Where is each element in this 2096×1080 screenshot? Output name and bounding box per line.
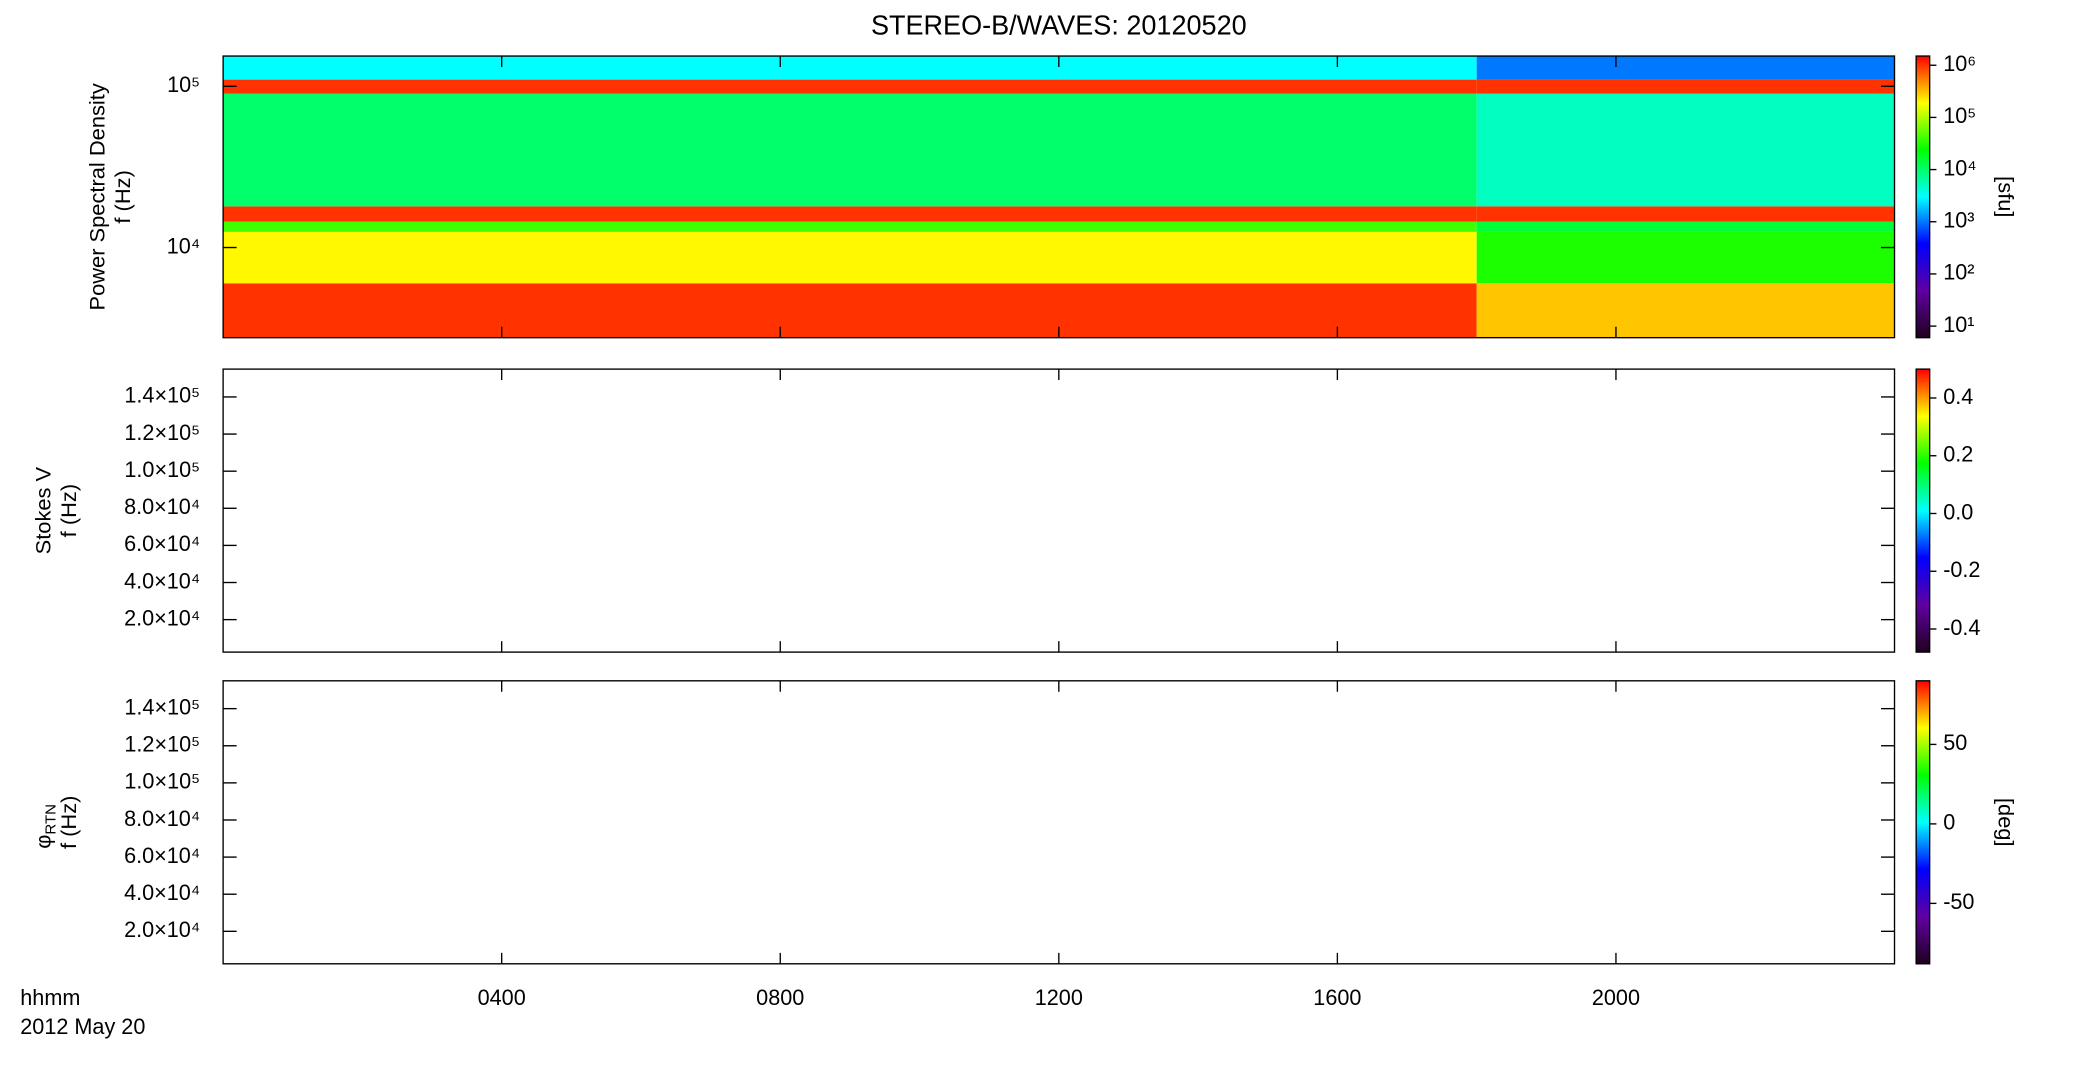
heatmap-cell	[1476, 79, 1895, 94]
colorbar-tick-label: 0.0	[1943, 499, 1973, 524]
heatmap-cell	[1476, 221, 1895, 232]
colorbar-tick-label: 10¹	[1943, 312, 1974, 337]
colorbar-tick-label: 10⁵	[1943, 103, 1976, 128]
colorbar-tick-label: -50	[1943, 889, 1974, 914]
y-tick-label: 2.0×10⁴	[124, 917, 200, 942]
colorbar-tick-label: 50	[1943, 730, 1967, 755]
heatmap-cell	[1476, 93, 1895, 207]
heatmap-cell	[1476, 283, 1895, 338]
plot-frame	[222, 680, 1896, 965]
colorbar-tick-label: 10²	[1943, 260, 1974, 285]
heatmap-cell	[223, 221, 1477, 232]
y-tick-label: 10⁴	[167, 233, 200, 258]
colorbar-label: [sfu]	[1993, 176, 2018, 217]
colorbar	[1915, 55, 1931, 339]
y-axis-label: f (Hz)	[56, 484, 81, 537]
heatmap-cell	[223, 93, 1477, 207]
y-axis-label: f (Hz)	[110, 170, 135, 223]
plot-frame	[222, 368, 1896, 653]
y-tick-label: 1.4×10⁵	[124, 694, 200, 719]
colorbar	[1915, 680, 1931, 965]
heatmap-cell	[1476, 231, 1895, 284]
colorbar-tick-label: 0	[1943, 810, 1955, 835]
colorbar-tick-label: -0.2	[1943, 557, 1980, 582]
y-axis-label: Stokes V	[30, 466, 55, 554]
y-tick-label: 8.0×10⁴	[124, 806, 200, 831]
colorbar-tick-label: 0.4	[1943, 384, 1973, 409]
colorbar-tick-label: 10⁴	[1943, 155, 1976, 180]
colorbar	[1915, 368, 1931, 653]
colorbar-tick-label: 0.2	[1943, 441, 1973, 466]
y-tick-label: 1.0×10⁵	[124, 769, 200, 794]
heatmap-cell	[1476, 56, 1895, 80]
heatmap-cell	[223, 56, 1477, 80]
y-tick-label: 8.0×10⁴	[124, 494, 200, 519]
x-tick-label: 0800	[756, 985, 804, 1010]
colorbar-tick-label: -0.4	[1943, 615, 1980, 640]
y-axis-label: f (Hz)	[56, 796, 81, 849]
y-tick-label: 6.0×10⁴	[124, 531, 200, 556]
x-tick-label: 2000	[1592, 985, 1640, 1010]
x-axis-label: hhmm	[20, 985, 80, 1010]
x-tick-label: 1200	[1035, 985, 1083, 1010]
colorbar-tick-label: 10⁶	[1943, 51, 1976, 76]
heatmap-cell	[223, 231, 1477, 284]
y-tick-label: 10⁵	[167, 72, 200, 97]
y-tick-label: 4.0×10⁴	[124, 568, 200, 593]
heatmap-cell	[223, 283, 1477, 338]
y-tick-label: 1.2×10⁵	[124, 731, 200, 756]
y-tick-label: 1.2×10⁵	[124, 420, 200, 445]
y-tick-label: 1.0×10⁵	[124, 457, 200, 482]
colorbar-label: [deg]	[1993, 798, 2018, 847]
y-tick-label: 2.0×10⁴	[124, 605, 200, 630]
chart-title: STEREO-B/WAVES: 20120520	[871, 9, 1247, 40]
x-tick-label: 0400	[478, 985, 526, 1010]
x-tick-label: 1600	[1313, 985, 1361, 1010]
y-axis-label: φRTN	[30, 804, 59, 849]
heatmap-cell	[1476, 206, 1895, 222]
y-tick-label: 6.0×10⁴	[124, 843, 200, 868]
y-axis-label-subscript: RTN	[42, 804, 59, 835]
y-tick-label: 1.4×10⁵	[124, 383, 200, 408]
heatmap-cell	[223, 206, 1477, 222]
y-tick-label: 4.0×10⁴	[124, 880, 200, 905]
colorbar-tick-label: 10³	[1943, 207, 1974, 232]
date-label: 2012 May 20	[20, 1014, 145, 1039]
heatmap-cell	[223, 79, 1477, 94]
y-axis-label: Power Spectral Density	[85, 83, 110, 310]
